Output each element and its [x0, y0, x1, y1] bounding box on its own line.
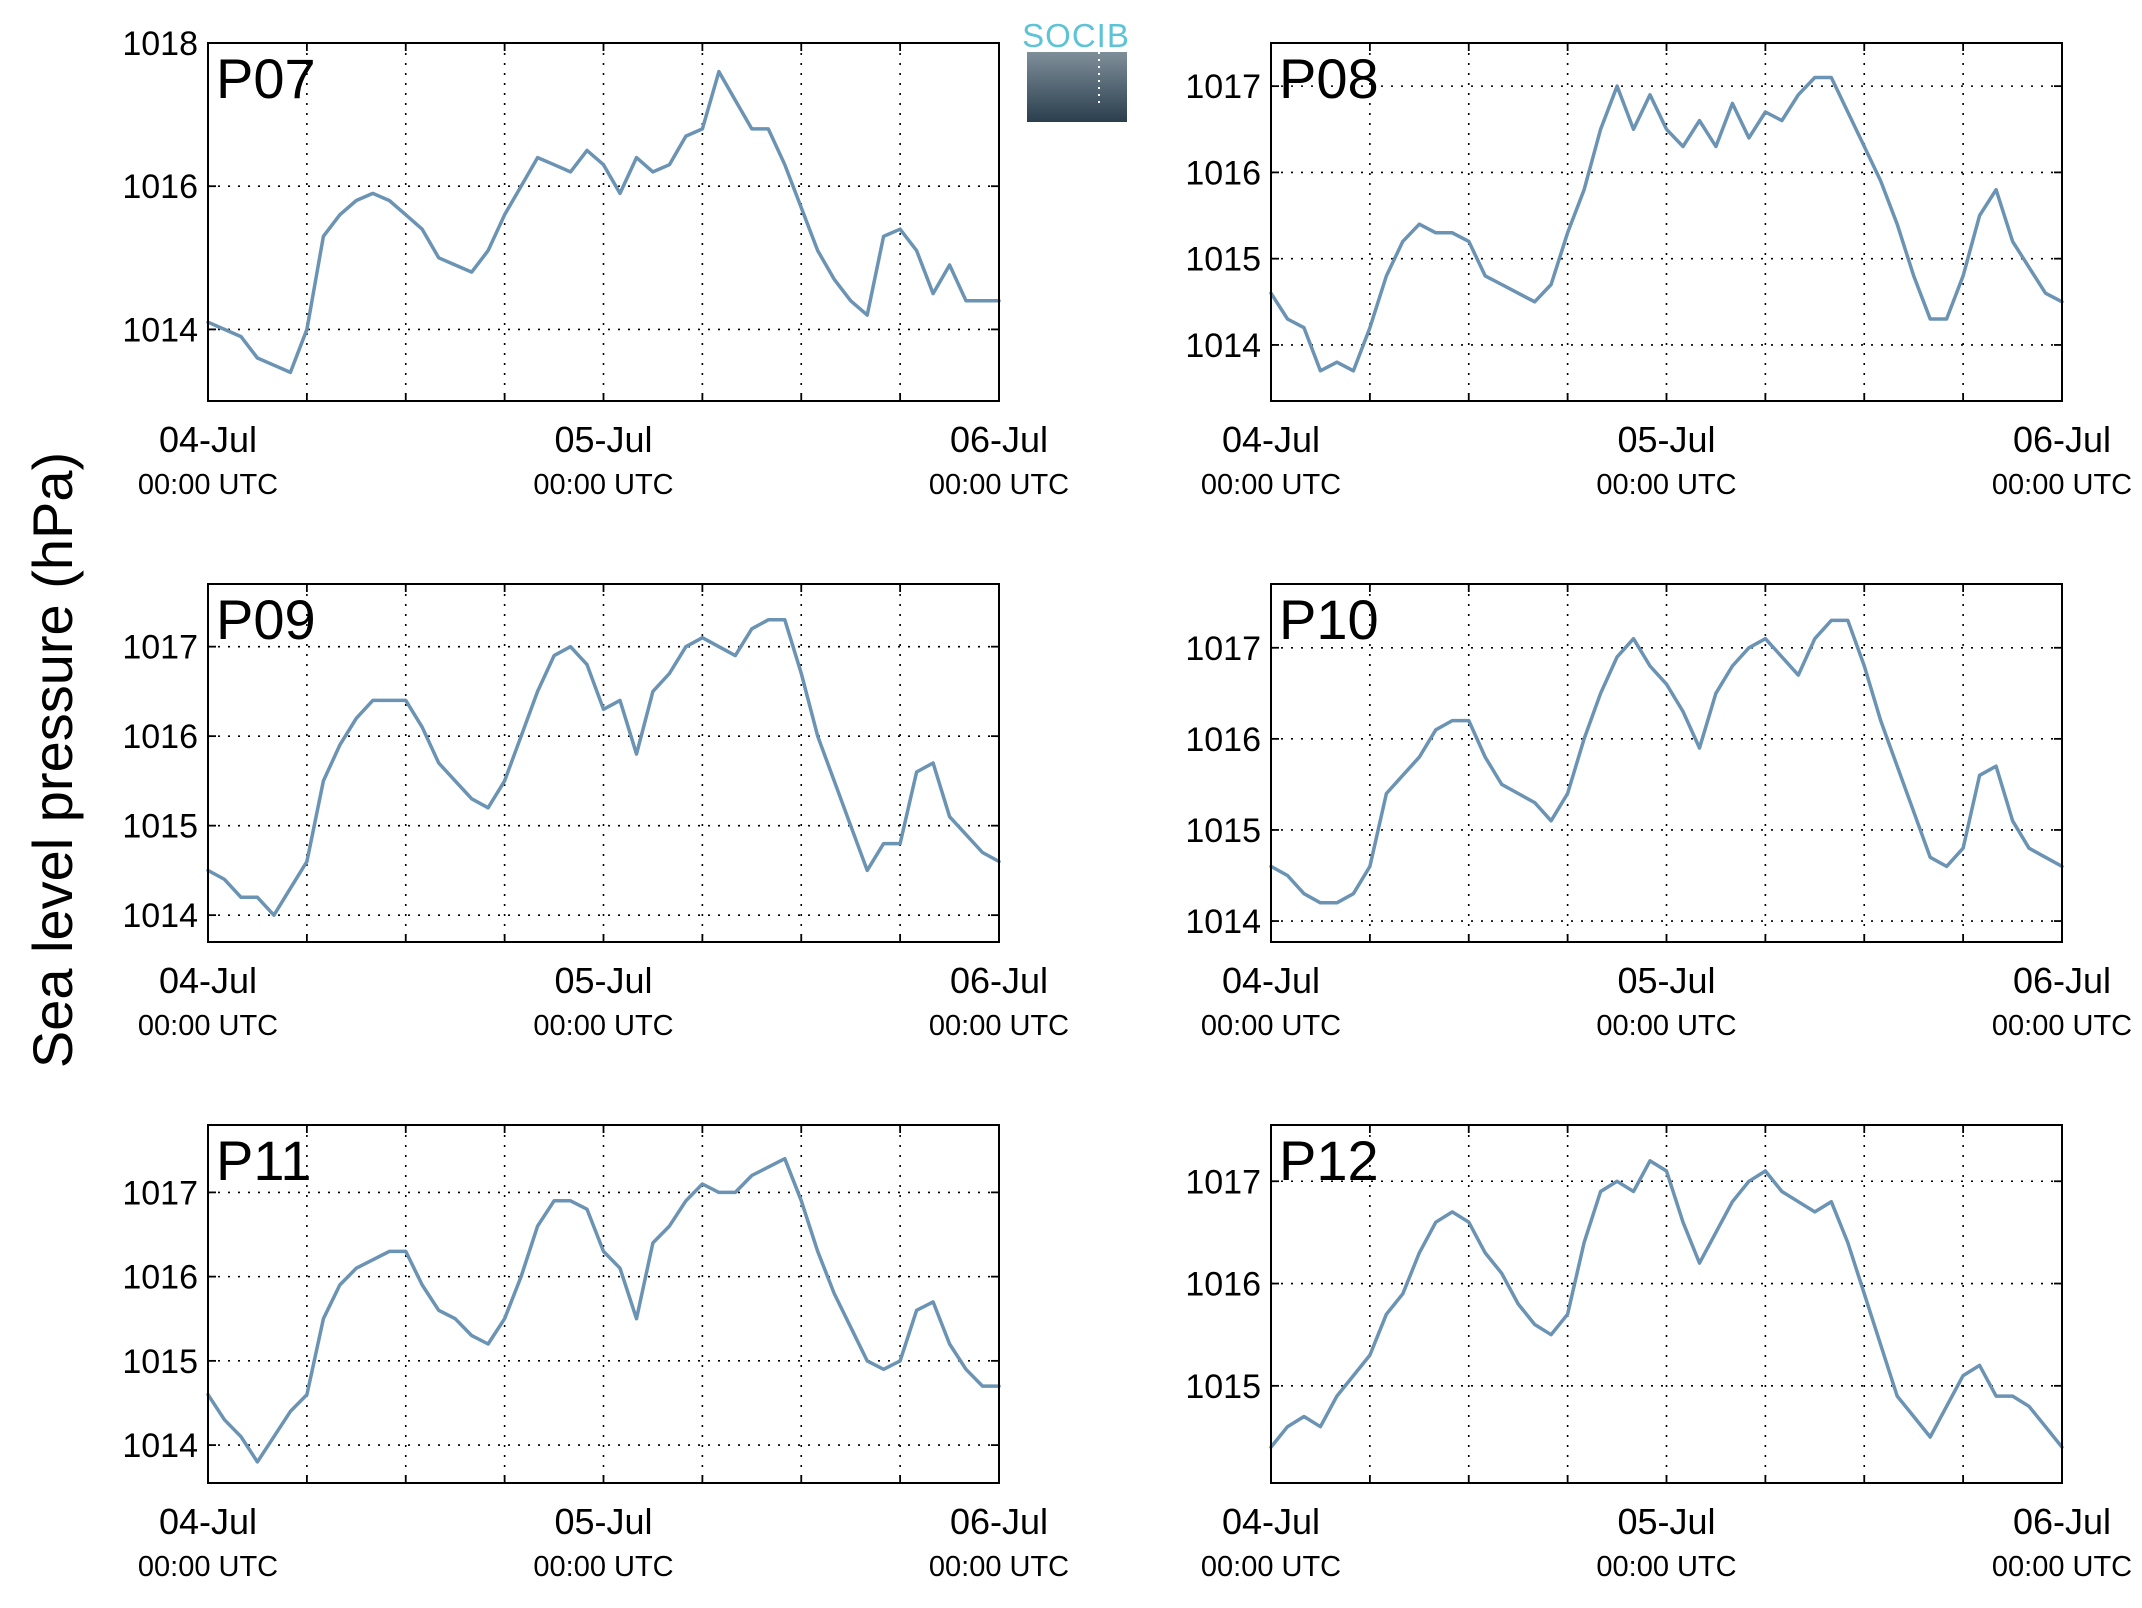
x-tick-label-date: 06-Jul [2013, 1501, 2111, 1542]
y-tick-label: 1014 [1185, 327, 1261, 365]
x-tick-label-date: 04-Jul [159, 1501, 257, 1542]
panels-container: 1014 1016 1018 04-Jul 00:00 UTC 05-Jul 00:00 U… [122, 25, 2132, 1583]
x-tick-label-date: 04-Jul [159, 960, 257, 1001]
x-tick-label-time: 00:00 UTC [1596, 1551, 1736, 1583]
y-tick-label: 1014 [122, 897, 198, 935]
x-tick-label-date: 05-Jul [1617, 960, 1715, 1001]
x-tick-label-date: 06-Jul [950, 1501, 1048, 1542]
x-tick-label-time: 00:00 UTC [1596, 1010, 1736, 1042]
chart-panel-p10: 1014 1015 1016 1017 04-Jul 00:00 UTC 05-Jul 00:… [1185, 583, 2132, 1042]
y-tick-label: 1018 [122, 25, 198, 63]
y-tick-label: 1016 [1185, 154, 1261, 192]
y-tick-label: 1017 [1185, 1163, 1261, 1201]
chart-panel-p09: 1014 1015 1016 1017 04-Jul 00:00 UTC 05-Jul 00:… [122, 583, 1069, 1042]
series-line-0 [206, 69, 1001, 375]
series-line-0 [1269, 75, 2064, 373]
logo-block [1027, 52, 1127, 122]
plot-area [208, 1125, 999, 1483]
series-line-0 [1269, 1159, 2064, 1449]
plot-frame [1270, 42, 2063, 402]
chart-panel-p08: 1014 1015 1016 1017 04-Jul 00:00 UTC 05-Jul 00:… [1185, 42, 2132, 501]
x-tick-label-date: 04-Jul [1222, 1501, 1320, 1542]
panel-label: P08 [1279, 47, 1379, 110]
panel-label: P11 [216, 1129, 311, 1192]
y-axis-label: Sea level pressure (hPa) [21, 452, 84, 1068]
series-line-0 [206, 1156, 1001, 1464]
y-tick-label: 1017 [122, 1174, 198, 1212]
x-tick-label-time: 00:00 UTC [138, 469, 278, 501]
y-tick-label: 1016 [122, 718, 198, 756]
x-tick-label-date: 05-Jul [554, 419, 652, 460]
y-tick-label: 1016 [122, 1259, 198, 1297]
x-tick-label-time: 00:00 UTC [138, 1010, 278, 1042]
y-tick-label: 1014 [122, 1427, 198, 1465]
panel-label: P09 [216, 588, 316, 651]
y-tick-label: 1014 [122, 311, 198, 349]
y-tick-label: 1017 [1185, 630, 1261, 668]
socib-logo: SOCIB [1022, 17, 1130, 122]
x-tick-label-date: 04-Jul [1222, 419, 1320, 460]
x-tick-label-time: 00:00 UTC [1992, 1551, 2132, 1583]
x-tick-label-time: 00:00 UTC [1201, 1551, 1341, 1583]
plot-area [208, 43, 999, 401]
y-tick-label: 1015 [1185, 1368, 1261, 1406]
x-tick-label-time: 00:00 UTC [929, 1551, 1069, 1583]
y-tick-label: 1015 [122, 808, 198, 846]
chart-panel-p11: 1014 1015 1016 1017 04-Jul 00:00 UTC 05-Jul 00:… [122, 1124, 1069, 1583]
x-tick-label-date: 06-Jul [950, 960, 1048, 1001]
series-line-0 [206, 618, 1001, 917]
x-tick-label-date: 05-Jul [1617, 1501, 1715, 1542]
plot-area [1271, 43, 2062, 401]
x-tick-label-date: 06-Jul [2013, 419, 2111, 460]
plot-frame [1270, 583, 2063, 943]
x-tick-label-time: 00:00 UTC [533, 469, 673, 501]
x-tick-label-time: 00:00 UTC [533, 1010, 673, 1042]
x-tick-label-time: 00:00 UTC [1992, 469, 2132, 501]
y-tick-label: 1016 [1185, 721, 1261, 759]
y-tick-label: 1017 [122, 629, 198, 667]
y-tick-label: 1015 [1185, 241, 1261, 279]
logo-text: SOCIB [1022, 17, 1130, 54]
y-tick-label: 1014 [1185, 903, 1261, 941]
x-tick-label-time: 00:00 UTC [929, 469, 1069, 501]
x-tick-label-time: 00:00 UTC [929, 1010, 1069, 1042]
x-tick-label-date: 05-Jul [554, 1501, 652, 1542]
y-tick-label: 1016 [122, 168, 198, 206]
x-tick-label-date: 05-Jul [554, 960, 652, 1001]
series-line-0 [1269, 618, 2064, 905]
x-tick-label-time: 00:00 UTC [1992, 1010, 2132, 1042]
panel-label: P07 [216, 47, 316, 110]
plot-frame [207, 1124, 1000, 1484]
plot-frame [207, 583, 1000, 943]
plot-frame [1270, 1124, 2063, 1484]
x-tick-label-time: 00:00 UTC [1201, 469, 1341, 501]
plot-area [208, 584, 999, 942]
x-tick-label-time: 00:00 UTC [533, 1551, 673, 1583]
x-tick-label-date: 06-Jul [950, 419, 1048, 460]
x-tick-label-time: 00:00 UTC [138, 1551, 278, 1583]
plot-frame [207, 42, 1000, 402]
y-tick-label: 1017 [1185, 68, 1261, 106]
x-tick-label-date: 04-Jul [1222, 960, 1320, 1001]
x-tick-label-date: 05-Jul [1617, 419, 1715, 460]
x-tick-label-date: 06-Jul [2013, 960, 2111, 1001]
plot-area [1271, 584, 2062, 942]
x-tick-label-time: 00:00 UTC [1596, 469, 1736, 501]
plot-area [1271, 1125, 2062, 1483]
y-tick-label: 1016 [1185, 1266, 1261, 1304]
chart-panel-p07: 1014 1016 1018 04-Jul 00:00 UTC 05-Jul 00:00 U… [122, 25, 1069, 501]
panel-label: P12 [1279, 1129, 1379, 1192]
y-tick-label: 1015 [1185, 812, 1261, 850]
x-tick-label-date: 04-Jul [159, 419, 257, 460]
y-tick-label: 1015 [122, 1343, 198, 1381]
x-tick-label-time: 00:00 UTC [1201, 1010, 1341, 1042]
chart-panel-p12: 1015 1016 1017 04-Jul 00:00 UTC 05-Jul 00:00 U… [1185, 1124, 2132, 1583]
panel-label: P10 [1279, 588, 1379, 651]
